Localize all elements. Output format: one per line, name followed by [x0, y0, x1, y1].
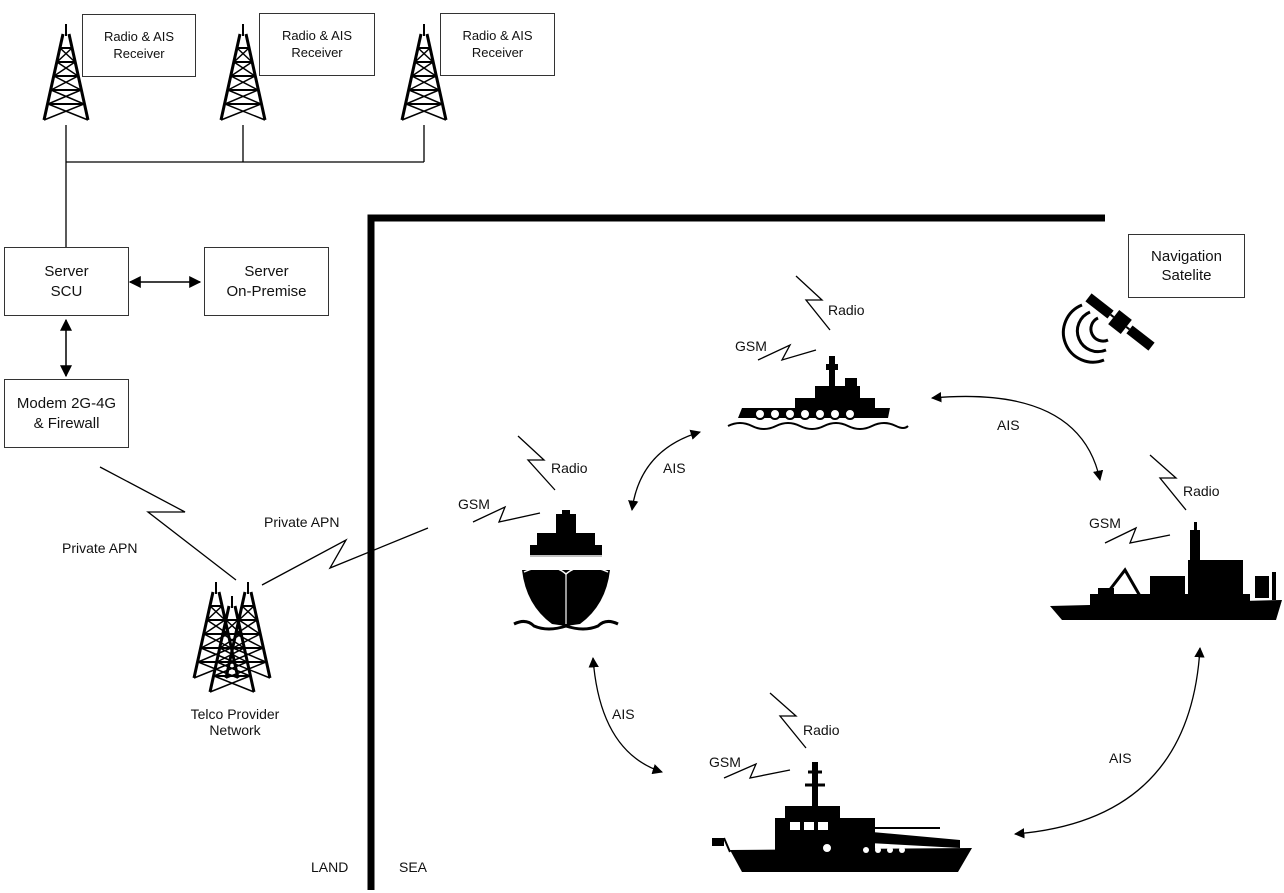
research-gsm-bolt: [1104, 526, 1171, 544]
satellite-icon: [1085, 293, 1155, 351]
cargo-gsm-label: GSM: [458, 496, 490, 512]
navigation-satellite-box: Navigation Satelite: [1128, 234, 1245, 298]
cargo-radio-label: Radio: [551, 460, 588, 476]
research-radio-bolt: [1149, 454, 1187, 511]
private-apn-label-right: Private APN: [264, 514, 340, 530]
lifeboat-radio-bolt: [769, 692, 807, 749]
nav-satellite-line1: Navigation: [1151, 247, 1222, 265]
telco-line1: Telco Provider: [190, 706, 280, 722]
ais-label-cargo-lifeboat: AIS: [612, 706, 635, 722]
lifeboat-gsm-bolt: [723, 762, 791, 779]
server-scu-box: Server SCU: [4, 247, 129, 316]
cargo-ship-icon: [513, 510, 619, 631]
server-on-premise-box: Server On-Premise: [204, 247, 329, 316]
receiver-bus-line: [65, 125, 425, 247]
tug-boat-icon: [727, 356, 909, 430]
server-onprem-line2: On-Premise: [226, 282, 307, 300]
cargo-radio-bolt: [517, 435, 556, 491]
ais-label-tug-research: AIS: [997, 417, 1020, 433]
receiver-2-line1: Radio & AIS: [281, 27, 353, 43]
tug-gsm-bolt: [757, 343, 817, 362]
research-radio-label: Radio: [1183, 483, 1220, 499]
radio-ais-receiver-1: Radio & AIS Receiver: [82, 14, 196, 77]
ais-label-lifeboat-research: AIS: [1109, 750, 1132, 766]
tug-gsm-label: GSM: [735, 338, 767, 354]
telco-cargo-wireless-bolt: [261, 527, 429, 586]
receiver-2-line2: Receiver: [291, 44, 343, 60]
server-scu-line2: SCU: [50, 282, 83, 300]
radio-ais-receiver-3: Radio & AIS Receiver: [440, 13, 555, 76]
cargo-gsm-bolt: [472, 505, 541, 523]
private-apn-label-left: Private APN: [62, 540, 138, 556]
ais-arrow-cargo-tug: [628, 429, 701, 512]
receiver-1-line2: Receiver: [113, 45, 165, 61]
lifeboat-icon: [712, 762, 972, 872]
tug-radio-bolt: [795, 275, 831, 331]
lifeboat-gsm-label: GSM: [709, 754, 741, 770]
modem-line2: & Firewall: [33, 414, 100, 432]
ais-arrow-cargo-lifeboat: [588, 656, 663, 775]
telco-line2: Network: [209, 722, 261, 738]
ais-label-cargo-tug: AIS: [663, 460, 686, 476]
telco-provider-label: Telco Provider Network: [175, 706, 295, 738]
radio-ais-receiver-2: Radio & AIS Receiver: [259, 13, 375, 76]
tug-radio-label: Radio: [828, 302, 865, 318]
modem-line1: Modem 2G-4G: [16, 395, 117, 412]
ais-arrow-tug-research: [930, 392, 1104, 482]
receiver-1-line1: Radio & AIS: [103, 28, 175, 44]
server-onprem-line1: Server: [244, 263, 289, 280]
receiver-3-line2: Receiver: [471, 44, 524, 60]
research-gsm-label: GSM: [1089, 515, 1121, 531]
receiver-3-line1: Radio & AIS: [462, 27, 533, 43]
telco-tower-icon: [192, 580, 272, 694]
land-label: LAND: [311, 859, 349, 875]
server-scu-line1: Server: [44, 263, 89, 280]
satellite-signal-icon: [1061, 303, 1109, 364]
nav-satellite-line2: Satelite: [1161, 267, 1212, 284]
land-sea-border: [367, 214, 1105, 890]
research-vessel-icon: [1050, 522, 1282, 620]
modem-telco-wireless-bolt: [99, 466, 237, 581]
ais-arrow-lifeboat-research: [1013, 646, 1205, 839]
lifeboat-radio-label: Radio: [803, 722, 840, 738]
modem-firewall-box: Modem 2G-4G & Firewall: [4, 379, 129, 448]
sea-label: SEA: [399, 859, 428, 875]
